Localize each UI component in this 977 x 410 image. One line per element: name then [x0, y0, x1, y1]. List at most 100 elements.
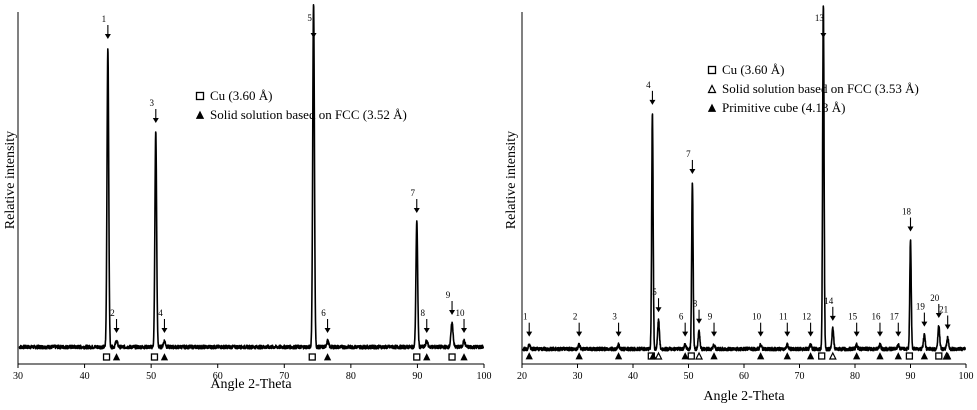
- peak-arrow: [161, 319, 168, 333]
- phase-marker: [160, 353, 169, 361]
- legend-marker: [707, 65, 717, 75]
- peak-arrow: [944, 315, 951, 330]
- x-tick-label: 40: [80, 371, 90, 382]
- peak-label: 9: [446, 290, 451, 300]
- peak-label: 9: [708, 312, 713, 322]
- peak-label: 3: [612, 312, 617, 322]
- peak-label: 4: [158, 308, 163, 318]
- phase-marker: [150, 353, 159, 361]
- peak-arrow: [853, 322, 860, 337]
- peak-arrow: [649, 90, 656, 105]
- legend-entry: Primitive cube (4.13 Å): [722, 100, 845, 115]
- peak-label: 8: [693, 299, 698, 309]
- peak-label: 2: [110, 308, 115, 318]
- peak-arrow: [655, 298, 662, 313]
- phase-marker: [920, 352, 929, 360]
- peak-label: 7: [411, 188, 416, 198]
- phase-marker: [614, 352, 623, 360]
- peak-arrow: [757, 322, 764, 337]
- peak-label: 18: [902, 207, 912, 217]
- peak-label: 3: [150, 98, 155, 108]
- x-tick-label: 80: [850, 371, 860, 382]
- peak-label: 19: [916, 302, 926, 312]
- x-tick-label: 30: [573, 371, 583, 382]
- phase-marker: [460, 353, 468, 361]
- phase-marker: [654, 351, 663, 360]
- peak-arrow: [935, 303, 942, 318]
- peak-arrow: [576, 322, 583, 337]
- phase-marker: [695, 351, 704, 360]
- peak-label: 8: [420, 308, 425, 318]
- peak-label: 5: [307, 13, 312, 23]
- peak-arrow: [895, 322, 902, 337]
- legend-marker: [195, 91, 205, 101]
- peak-arrow: [682, 322, 689, 337]
- legend-marker: [195, 110, 205, 119]
- x-tick-label: 60: [739, 371, 749, 382]
- peak-label: 14: [824, 296, 834, 306]
- peak-label: 10: [752, 312, 762, 322]
- peak-arrow: [104, 25, 111, 39]
- legend-marker: [707, 103, 717, 112]
- spectrum-series: [18, 4, 484, 350]
- peak-label: 17: [890, 312, 900, 322]
- peak-label: 13: [815, 13, 825, 23]
- peak-arrow: [784, 322, 791, 337]
- peak-arrow: [449, 301, 456, 315]
- peak-arrow: [829, 306, 836, 321]
- phase-marker: [783, 352, 791, 360]
- x-tick-label: 100: [959, 371, 974, 382]
- phase-marker: [649, 352, 657, 360]
- x-tick-label: 60: [213, 371, 223, 382]
- x-tick-label: 20: [517, 371, 527, 382]
- phase-marker: [413, 353, 421, 361]
- phase-marker: [710, 352, 718, 360]
- x-tick-label: 100: [477, 371, 492, 382]
- peak-label: 6: [321, 308, 326, 318]
- peak-arrow: [689, 159, 696, 174]
- peak-arrow: [526, 322, 533, 337]
- x-axis-title: Angle 2-Theta: [210, 377, 292, 392]
- phase-marker: [323, 353, 332, 361]
- peak-arrow: [876, 322, 883, 337]
- x-tick-label: 40: [628, 371, 638, 382]
- phase-marker: [681, 352, 689, 360]
- phase-marker: [944, 352, 952, 360]
- phase-marker: [423, 353, 431, 361]
- peak-label: 11: [779, 312, 788, 322]
- x-tick-label: 70: [279, 371, 289, 382]
- peak-label: 5: [652, 287, 657, 297]
- peak-arrow: [807, 322, 814, 337]
- x-tick-label: 90: [906, 371, 916, 382]
- x-tick-label: 50: [684, 371, 694, 382]
- peak-label: 1: [102, 14, 107, 24]
- legend: Cu (3.60 Å) Solid solution based on FCC (…: [707, 62, 919, 115]
- peak-arrow: [921, 312, 928, 327]
- x-tick-label: 50: [146, 371, 156, 382]
- peak-label: 10: [456, 308, 466, 318]
- phase-marker: [448, 353, 456, 361]
- peak-label: 4: [646, 80, 651, 90]
- peak-label: 15: [848, 312, 858, 322]
- spectrum-series: [522, 5, 966, 352]
- legend-entry: Cu (3.60 Å): [722, 62, 784, 77]
- phase-marker: [894, 352, 902, 360]
- phase-marker: [757, 352, 765, 360]
- peak-arrow: [461, 319, 468, 333]
- x-tick-label: 70: [795, 371, 805, 382]
- y-axis-title: Relative intensity: [504, 131, 519, 229]
- peak-arrow: [907, 217, 914, 232]
- peak-arrow: [711, 322, 718, 337]
- y-axis-title: Relative intensity: [3, 131, 18, 229]
- xrd-chart-left: 30 40 50 60 70 80 90 100 Angle 2-Theta Relative i…: [3, 4, 492, 392]
- phase-marker: [575, 352, 583, 360]
- phase-marker: [905, 352, 914, 360]
- peak-label: 20: [930, 293, 940, 303]
- peak-arrow: [152, 109, 159, 123]
- peak-label: 16: [871, 312, 881, 322]
- peak-label: 7: [686, 149, 691, 159]
- legend-entry: Solid solution based on FCC (3.52 Å): [210, 107, 407, 122]
- peak-label: 21: [939, 304, 948, 314]
- peak-arrow: [113, 319, 120, 333]
